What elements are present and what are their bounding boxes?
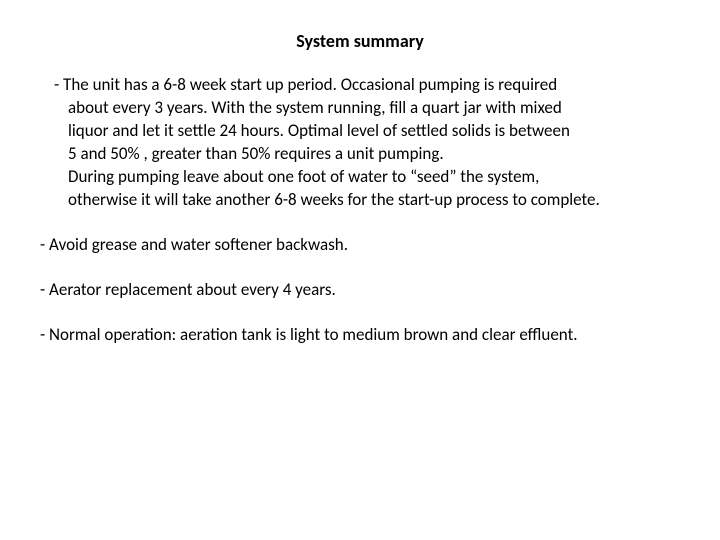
page-title: System summary — [40, 30, 680, 52]
bullet-3: - Aerator replacement about every 4 year… — [40, 279, 680, 302]
bullet-1-line-1: - The unit has a 6-8 week start up perio… — [54, 74, 557, 95]
bullet-2: - Avoid grease and water softener backwa… — [40, 234, 680, 257]
bullet-1-line-3: liquor and let it settle 24 hours. Optim… — [68, 120, 680, 143]
bullet-1-line-2: about every 3 years. With the system run… — [68, 97, 680, 120]
bullet-1-line-5: During pumping leave about one foot of w… — [68, 166, 680, 189]
bullet-1-line-4: 5 and 50% , greater than 50% requires a … — [68, 143, 680, 166]
bullet-1: - The unit has a 6-8 week start up perio… — [40, 74, 680, 212]
bullet-1-line-6: otherwise it will take another 6-8 weeks… — [68, 189, 680, 212]
bullet-4: - Normal operation: aeration tank is lig… — [40, 324, 680, 347]
